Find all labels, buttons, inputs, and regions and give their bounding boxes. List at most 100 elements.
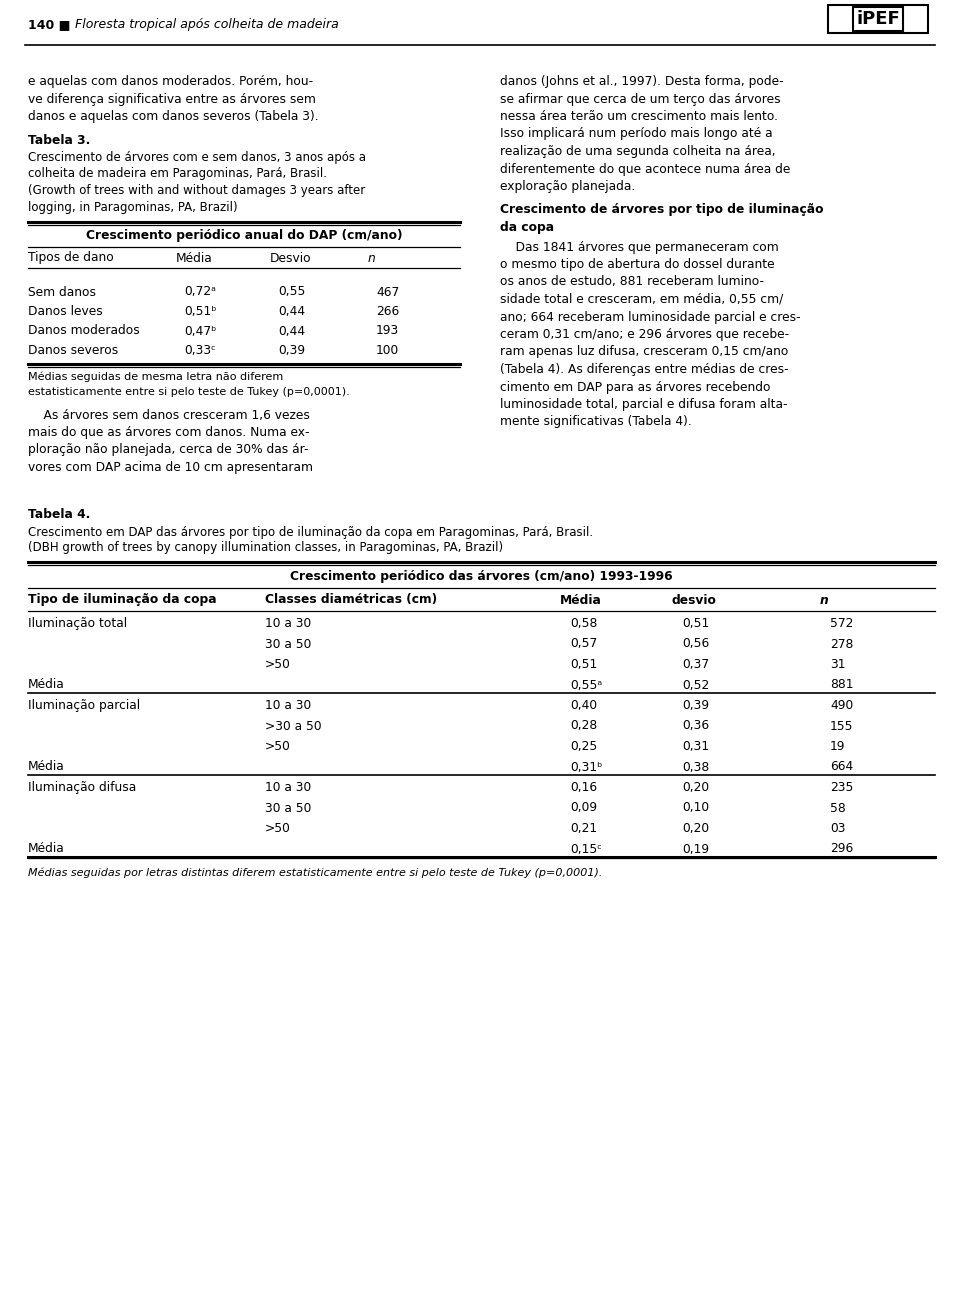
Text: 0,58: 0,58 bbox=[570, 618, 597, 630]
Text: Das 1841 árvores que permaneceram com: Das 1841 árvores que permaneceram com bbox=[500, 240, 779, 254]
Text: >30 a 50: >30 a 50 bbox=[265, 719, 322, 732]
Text: 0,25: 0,25 bbox=[570, 740, 597, 753]
Text: sidade total e cresceram, em média, 0,55 cm/: sidade total e cresceram, em média, 0,55… bbox=[500, 292, 783, 306]
Text: Iluminação difusa: Iluminação difusa bbox=[28, 781, 136, 794]
Text: Média: Média bbox=[28, 679, 64, 692]
Text: 30 a 50: 30 a 50 bbox=[265, 802, 311, 815]
Text: 0,10: 0,10 bbox=[682, 802, 709, 815]
Text: 467: 467 bbox=[376, 286, 399, 299]
Text: Média: Média bbox=[28, 760, 64, 774]
Text: Classes diamétricas (cm): Classes diamétricas (cm) bbox=[265, 594, 437, 607]
Text: 572: 572 bbox=[830, 618, 853, 630]
Text: colheita de madeira em Paragominas, Pará, Brasil.: colheita de madeira em Paragominas, Pará… bbox=[28, 168, 327, 181]
Text: 31: 31 bbox=[830, 658, 846, 671]
Text: e aquelas com danos moderados. Porém, hou-: e aquelas com danos moderados. Porém, ho… bbox=[28, 75, 313, 88]
Text: 0,51: 0,51 bbox=[682, 618, 709, 630]
Text: Isso implicará num período mais longo até a: Isso implicará num período mais longo at… bbox=[500, 127, 773, 140]
Text: 155: 155 bbox=[830, 719, 853, 732]
Text: 235: 235 bbox=[830, 781, 853, 794]
Text: 30 a 50: 30 a 50 bbox=[265, 637, 311, 650]
Text: >50: >50 bbox=[265, 658, 291, 671]
Text: Médias seguidas de mesma letra não diferem: Médias seguidas de mesma letra não difer… bbox=[28, 372, 283, 382]
Text: danos e aquelas com danos severos (Tabela 3).: danos e aquelas com danos severos (Tabel… bbox=[28, 111, 319, 124]
Text: 0,39: 0,39 bbox=[682, 699, 709, 712]
Text: As árvores sem danos cresceram 1,6 vezes: As árvores sem danos cresceram 1,6 vezes bbox=[28, 408, 310, 421]
Text: 0,31: 0,31 bbox=[682, 740, 709, 753]
Text: desvio: desvio bbox=[672, 594, 717, 607]
Text: 881: 881 bbox=[830, 679, 853, 692]
Text: >50: >50 bbox=[265, 822, 291, 835]
Text: >50: >50 bbox=[265, 740, 291, 753]
Text: Crescimento periódico anual do DAP (cm/ano): Crescimento periódico anual do DAP (cm/a… bbox=[85, 229, 402, 242]
Text: realização de uma segunda colheita na área,: realização de uma segunda colheita na ár… bbox=[500, 146, 776, 159]
Text: Tabela 3.: Tabela 3. bbox=[28, 134, 90, 147]
Text: Floresta tropical após colheita de madeira: Floresta tropical após colheita de madei… bbox=[75, 18, 339, 31]
Text: ram apenas luz difusa, cresceram 0,15 cm/ano: ram apenas luz difusa, cresceram 0,15 cm… bbox=[500, 346, 788, 359]
Text: Média: Média bbox=[176, 251, 213, 264]
FancyBboxPatch shape bbox=[828, 5, 928, 32]
Text: ceram 0,31 cm/ano; e 296 árvores que recebe-: ceram 0,31 cm/ano; e 296 árvores que rec… bbox=[500, 328, 789, 341]
Text: o mesmo tipo de abertura do dossel durante: o mesmo tipo de abertura do dossel duran… bbox=[500, 257, 775, 270]
Text: (Tabela 4). As diferenças entre médias de cres-: (Tabela 4). As diferenças entre médias d… bbox=[500, 363, 788, 376]
Text: 266: 266 bbox=[376, 306, 399, 318]
Text: 193: 193 bbox=[376, 325, 399, 338]
Text: Iluminação total: Iluminação total bbox=[28, 618, 127, 630]
Text: 664: 664 bbox=[830, 760, 853, 774]
Text: Danos severos: Danos severos bbox=[28, 344, 118, 358]
Text: Crescimento periódico das árvores (cm/ano) 1993-1996: Crescimento periódico das árvores (cm/an… bbox=[290, 569, 673, 582]
Text: logging, in Paragominas, PA, Brazil): logging, in Paragominas, PA, Brazil) bbox=[28, 200, 238, 213]
Text: vores com DAP acima de 10 cm apresentaram: vores com DAP acima de 10 cm apresentara… bbox=[28, 462, 313, 474]
Text: Médias seguidas por letras distintas diferem estatisticamente entre si pelo test: Médias seguidas por letras distintas dif… bbox=[28, 868, 602, 879]
Text: 0,09: 0,09 bbox=[570, 802, 597, 815]
Text: 0,56: 0,56 bbox=[682, 637, 709, 650]
Text: ano; 664 receberam luminosidade parcial e cres-: ano; 664 receberam luminosidade parcial … bbox=[500, 311, 801, 324]
Text: 0,39: 0,39 bbox=[278, 344, 305, 358]
Text: 140 ■: 140 ■ bbox=[28, 18, 70, 31]
Text: 0,19: 0,19 bbox=[682, 842, 709, 855]
Text: n: n bbox=[368, 251, 375, 264]
Text: 100: 100 bbox=[376, 344, 399, 358]
Text: Crescimento de árvores com e sem danos, 3 anos após a: Crescimento de árvores com e sem danos, … bbox=[28, 151, 366, 164]
Text: 0,40: 0,40 bbox=[570, 699, 597, 712]
Text: 0,20: 0,20 bbox=[682, 781, 709, 794]
Text: 19: 19 bbox=[830, 740, 846, 753]
Text: Iluminação parcial: Iluminação parcial bbox=[28, 699, 140, 712]
Text: estatisticamente entre si pelo teste de Tukey (p=0,0001).: estatisticamente entre si pelo teste de … bbox=[28, 387, 349, 396]
Text: 296: 296 bbox=[830, 842, 853, 855]
Text: Média: Média bbox=[560, 594, 602, 607]
Text: 0,44: 0,44 bbox=[278, 306, 305, 318]
Text: 278: 278 bbox=[830, 637, 853, 650]
Text: 0,51ᵇ: 0,51ᵇ bbox=[184, 306, 217, 318]
Text: 03: 03 bbox=[830, 822, 846, 835]
Text: iPEF: iPEF bbox=[856, 10, 900, 29]
Text: exploração planejada.: exploração planejada. bbox=[500, 179, 636, 192]
Text: 0,72ᵃ: 0,72ᵃ bbox=[184, 286, 216, 299]
Text: 0,28: 0,28 bbox=[570, 719, 597, 732]
Text: 10 a 30: 10 a 30 bbox=[265, 781, 311, 794]
Text: 0,15ᶜ: 0,15ᶜ bbox=[570, 842, 602, 855]
Text: mais do que as árvores com danos. Numa ex-: mais do que as árvores com danos. Numa e… bbox=[28, 426, 309, 439]
Text: (DBH growth of trees by canopy illumination classes, in Paragominas, PA, Brazil): (DBH growth of trees by canopy illuminat… bbox=[28, 542, 503, 555]
Text: Tipos de dano: Tipos de dano bbox=[28, 251, 113, 264]
Text: 10 a 30: 10 a 30 bbox=[265, 699, 311, 712]
Text: 0,55: 0,55 bbox=[278, 286, 305, 299]
Text: os anos de estudo, 881 receberam lumino-: os anos de estudo, 881 receberam lumino- bbox=[500, 276, 764, 289]
Text: mente significativas (Tabela 4).: mente significativas (Tabela 4). bbox=[500, 416, 692, 429]
Text: Crescimento em DAP das árvores por tipo de iluminação da copa em Paragominas, Pa: Crescimento em DAP das árvores por tipo … bbox=[28, 526, 593, 539]
Text: 0,21: 0,21 bbox=[570, 822, 597, 835]
Text: Danos moderados: Danos moderados bbox=[28, 325, 140, 338]
Text: 0,20: 0,20 bbox=[682, 822, 709, 835]
Text: 0,33ᶜ: 0,33ᶜ bbox=[184, 344, 216, 358]
Text: n: n bbox=[820, 594, 828, 607]
Text: 0,44: 0,44 bbox=[278, 325, 305, 338]
Text: (Growth of trees with and without damages 3 years after: (Growth of trees with and without damage… bbox=[28, 185, 365, 198]
Text: 0,16: 0,16 bbox=[570, 781, 597, 794]
Text: 0,52: 0,52 bbox=[682, 679, 709, 692]
Text: Crescimento de árvores por tipo de iluminação: Crescimento de árvores por tipo de ilumi… bbox=[500, 204, 824, 217]
Text: nessa área terão um crescimento mais lento.: nessa área terão um crescimento mais len… bbox=[500, 111, 778, 124]
Text: 0,31ᵇ: 0,31ᵇ bbox=[570, 760, 602, 774]
Text: 0,57: 0,57 bbox=[570, 637, 597, 650]
Text: luminosidade total, parcial e difusa foram alta-: luminosidade total, parcial e difusa for… bbox=[500, 398, 787, 411]
Text: 490: 490 bbox=[830, 699, 853, 712]
Text: Tabela 4.: Tabela 4. bbox=[28, 508, 90, 521]
